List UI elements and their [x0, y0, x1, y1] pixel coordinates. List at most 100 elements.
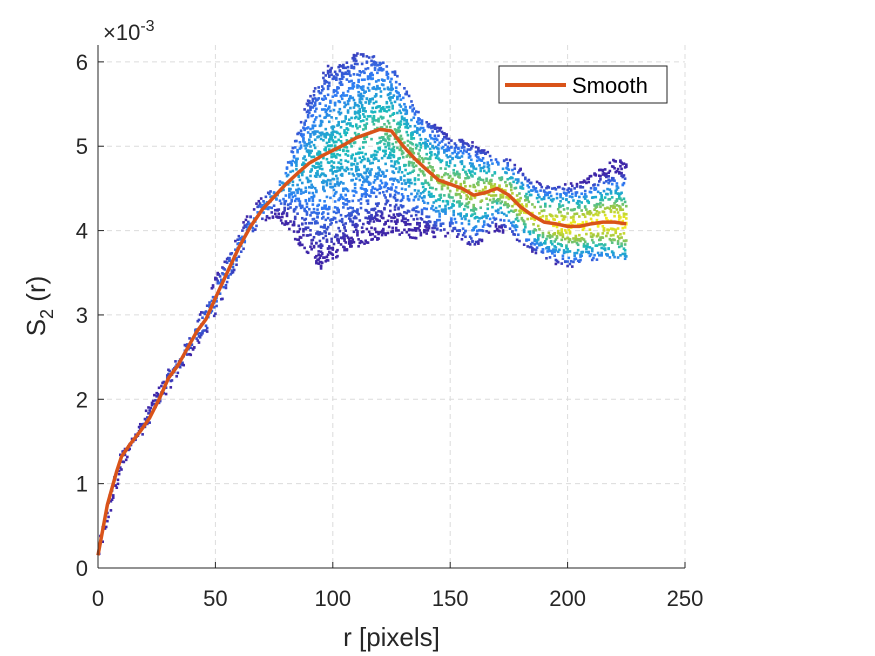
scatter-point-2879: [502, 159, 506, 162]
scatter-point-436: [291, 159, 295, 163]
scatter-point-843: [323, 199, 326, 203]
scatter-point-1350: [356, 165, 359, 169]
scatter-point-3372: [581, 185, 585, 189]
scatter-point-3589: [612, 227, 615, 231]
scatter-point-401: [285, 214, 289, 218]
scatter-point-2138: [412, 161, 416, 165]
scatter-point-1763: [383, 123, 386, 126]
scatter-point-3127: [545, 186, 548, 190]
scatter-point-3208: [558, 220, 561, 224]
scatter-point-453: [293, 237, 297, 241]
scatter-point-354: [272, 204, 276, 208]
scatter-point-1047: [336, 73, 339, 77]
scatter-point-1007: [333, 135, 337, 139]
scatter-point-767: [318, 231, 322, 234]
scatter-point-305: [248, 223, 251, 226]
scatter-point-23: [110, 498, 114, 501]
scatter-point-2145: [413, 189, 417, 192]
scatter-point-3172: [552, 224, 555, 227]
scatter-point-2298: [428, 157, 432, 161]
scatter-point-2081: [407, 233, 411, 237]
scatter-point-2264: [425, 207, 429, 211]
scatter-point-1603: [372, 153, 376, 157]
scatter-point-2302: [430, 192, 433, 196]
scatter-point-3251: [563, 250, 567, 254]
scatter-point-1591: [371, 63, 375, 66]
x-tick-label-2: 100: [314, 586, 351, 611]
scatter-point-3470: [595, 210, 599, 213]
y-tick-label-5: 5: [76, 134, 88, 159]
scatter-point-3395: [585, 232, 588, 236]
scatter-point-2684: [474, 189, 478, 193]
scatter-point-273: [235, 263, 238, 267]
scatter-point-2444: [445, 161, 448, 164]
scatter-point-2072: [406, 181, 410, 184]
scatter-point-3014: [526, 217, 529, 221]
scatter-point-2834: [495, 209, 499, 213]
scatter-point-2478: [450, 146, 453, 149]
scatter-point-1962: [398, 233, 402, 236]
scatter-point-3237: [561, 254, 565, 258]
scatter-point-657: [311, 238, 315, 242]
scatter-point-2450: [446, 184, 450, 187]
scatter-point-1131: [342, 197, 345, 200]
scatter-point-3620: [615, 169, 619, 173]
scatter-point-1773: [384, 145, 387, 149]
scatter-point-2484: [451, 196, 454, 199]
scatter-point-1314: [353, 186, 357, 190]
scatter-point-2227: [421, 199, 425, 203]
scatter-point-1500: [365, 209, 369, 212]
scatter-point-471: [295, 205, 298, 209]
scatter-point-2323: [432, 169, 436, 172]
scatter-point-2667: [472, 209, 475, 213]
scatter-point-2489: [451, 229, 454, 233]
scatter-point-1537: [367, 222, 371, 225]
scatter-point-490: [297, 197, 301, 201]
scatter-point-2392: [439, 224, 443, 228]
scatter-point-1836: [389, 209, 392, 213]
scatter-point-1057: [337, 65, 340, 69]
scatter-point-1053: [336, 182, 339, 185]
scatter-point-3109: [541, 248, 545, 251]
scatter-point-1291: [352, 240, 356, 244]
scatter-point-342: [268, 192, 271, 196]
scatter-point-131: [174, 360, 177, 363]
scatter-point-1828: [387, 214, 391, 218]
scatter-point-3684: [622, 181, 626, 185]
scatter-point-2102: [410, 214, 413, 218]
scatter-point-1547: [369, 170, 372, 173]
scatter-point-3527: [603, 248, 607, 252]
scatter-point-2637: [468, 170, 472, 174]
scatter-point-2375: [437, 134, 440, 138]
scatter-point-3648: [619, 216, 622, 219]
scatter-point-2124: [411, 228, 414, 232]
scatter-point-220: [215, 304, 218, 308]
scatter-point-3625: [615, 204, 619, 207]
scatter-point-110: [162, 391, 166, 395]
scatter-point-3256: [565, 244, 568, 247]
scatter-point-2071: [406, 222, 410, 226]
scatter-point-2703: [477, 242, 480, 245]
scatter-point-2296: [428, 133, 432, 137]
scatter-point-556: [303, 141, 306, 144]
scatter-point-2474: [448, 189, 452, 193]
scatter-point-1689: [378, 184, 382, 187]
scatter-point-3603: [613, 238, 616, 242]
scatter-point-3373: [581, 250, 585, 254]
scatter-point-349: [270, 211, 274, 214]
scatter-point-3018: [526, 245, 529, 248]
scatter-point-3321: [574, 257, 578, 261]
scatter-point-1485: [364, 125, 367, 128]
scatter-point-1495: [365, 227, 369, 231]
scatter-point-2863: [500, 177, 504, 181]
scatter-point-620: [309, 94, 312, 98]
scatter-point-3026: [527, 200, 531, 204]
scatter-point-3570: [609, 210, 613, 214]
scatter-point-3397: [585, 220, 588, 224]
scatter-point-1583: [371, 73, 375, 77]
scatter-point-2988: [521, 183, 525, 187]
scatter-point-3627: [615, 198, 619, 201]
scatter-point-3475: [596, 183, 600, 187]
scatter-point-1552: [369, 182, 372, 185]
scatter-point-3345: [578, 233, 581, 237]
